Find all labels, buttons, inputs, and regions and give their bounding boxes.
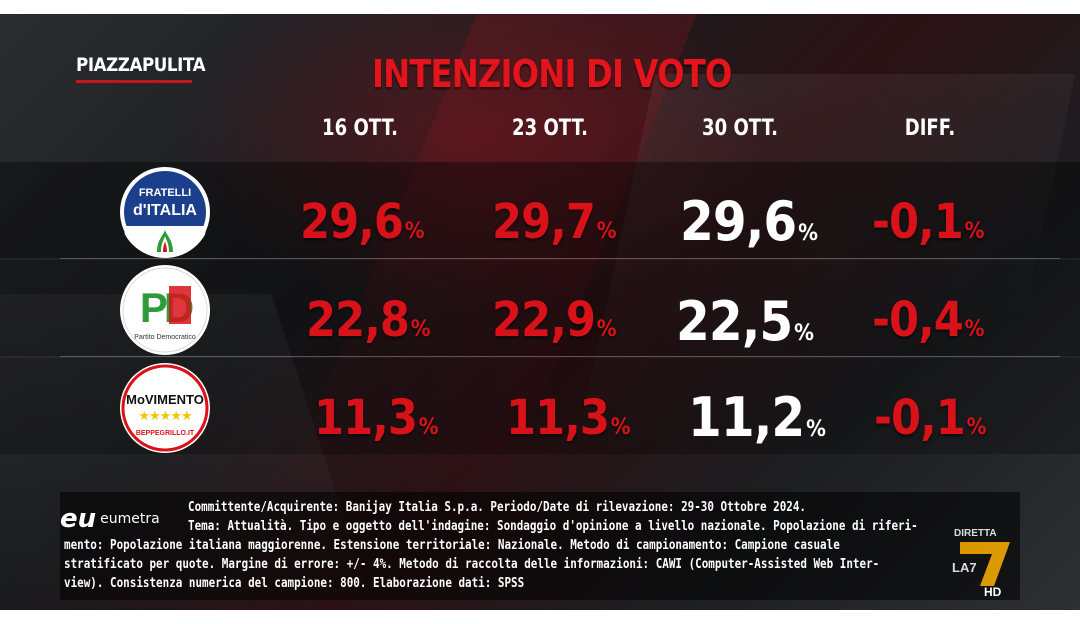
partito-democratico-logo: PD Partito Democratico (120, 265, 210, 355)
m5s-value-30-ott: 11,2% (688, 386, 826, 449)
m5s-value-16-ott: 11,3% (314, 390, 439, 446)
live-label: DIRETTA (954, 528, 997, 539)
pd-value-16-ott: 22,8% (306, 292, 431, 348)
methodology-line: stratificato per quote. Margine di error… (64, 557, 880, 572)
pd-logo-sub: Partito Democratico (134, 334, 196, 341)
m5s-value-diff: -0,1% (874, 390, 987, 446)
column-header-23-ott: 23 OTT. (512, 116, 588, 141)
la7-channel-logo: DIRETTA LA7 HD (952, 528, 1010, 598)
hd-label: HD (984, 585, 1002, 598)
eumetra-logo: eu eumetra (60, 504, 160, 534)
fdi-logo-line1: FRATELLI (139, 187, 191, 199)
row-divider (60, 356, 1060, 357)
show-logo-part2: PULITA (141, 54, 206, 76)
show-logo-underline (76, 80, 192, 83)
broadcast-screen: PIAZZAPULITA INTENZIONI DI VOTO 16 OTT. … (0, 14, 1080, 610)
methodology-line: Committente/Acquirente: Banijay Italia S… (188, 500, 807, 515)
m5s-logo-sub: BEPPEGRILLO.IT (136, 430, 195, 437)
fdi-value-30-ott: 29,6% (680, 190, 818, 253)
pd-value-diff: -0,4% (872, 292, 985, 348)
m5s-logo-stars: ★★★★★ (138, 409, 192, 424)
fratelli-ditalia-logo: FRATELLI d'ITALIA (120, 167, 210, 258)
methodology-line: view). Consistenza numerica del campione… (64, 576, 525, 591)
column-header-30-ott: 30 OTT. (702, 116, 778, 141)
methodology-footer (60, 492, 1020, 600)
m5s-logo-line1: MoVIMENTO (126, 392, 204, 407)
m5s-value-23-ott: 11,3% (506, 390, 631, 446)
pd-value-30-ott: 22,5% (676, 290, 814, 353)
eumetra-mark: eu (60, 504, 97, 534)
fdi-logo-line2: d'ITALIA (133, 202, 197, 219)
fdi-value-23-ott: 29,7% (492, 194, 617, 250)
column-header-diff: DIFF. (904, 116, 956, 141)
methodology-line: mento: Popolazione italiana maggiorenne.… (64, 538, 840, 553)
show-logo: PIAZZAPULITA (76, 54, 206, 76)
column-header-16-ott: 16 OTT. (322, 116, 398, 141)
pd-value-23-ott: 22,9% (492, 292, 617, 348)
fdi-value-16-ott: 29,6% (300, 194, 425, 250)
page-title: INTENZIONI DI VOTO (372, 52, 732, 96)
eumetra-word: eumetra (100, 511, 160, 527)
methodology-line: Tema: Attualità. Tipo e oggetto dell'ind… (188, 519, 918, 534)
row-divider (60, 258, 1060, 259)
show-logo-part1: PIAZZA (76, 54, 142, 76)
fdi-value-diff: -0,1% (872, 194, 985, 250)
movimento-5-stelle-logo: MoVIMENTO ★★★★★ BEPPEGRILLO.IT (120, 363, 210, 453)
la7-mark: LA7 (952, 560, 977, 575)
